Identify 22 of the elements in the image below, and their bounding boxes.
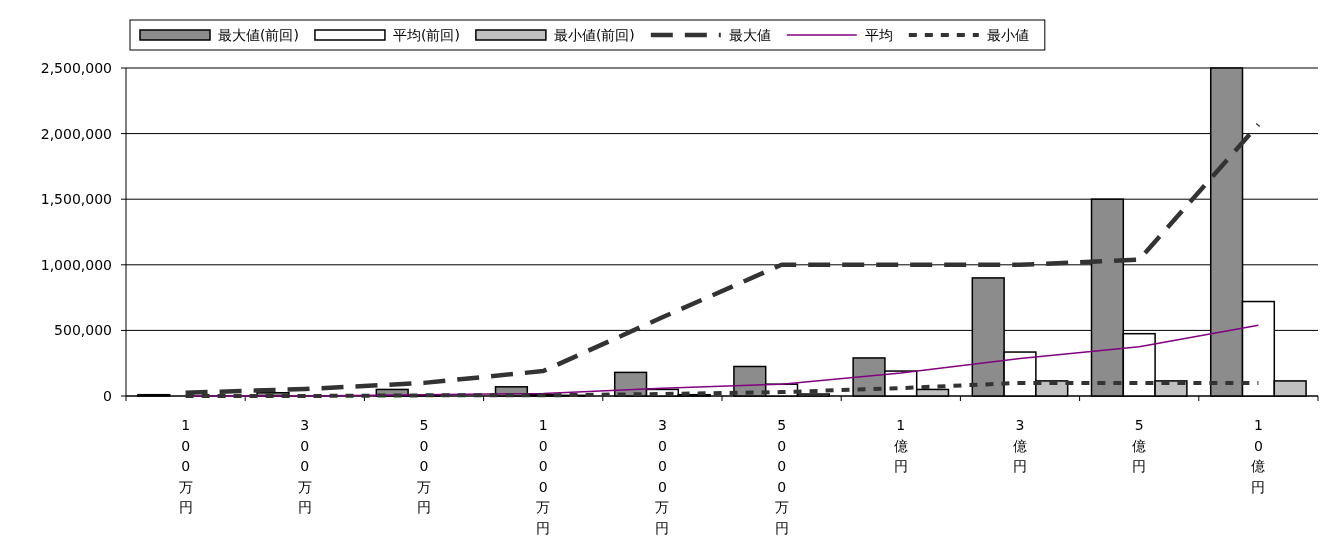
legend-label: 最小値 xyxy=(986,27,1029,43)
y-tick-label: 2,500,000 xyxy=(40,60,112,76)
x-tick-label: 100万円 xyxy=(178,417,193,515)
x-tick-label: 300万円 xyxy=(297,417,312,515)
x-tick-label: 1000万円 xyxy=(536,417,551,536)
legend-label: 平均 xyxy=(864,27,893,43)
y-tick-label: 1,000,000 xyxy=(40,256,112,273)
x-tick-label: 10億円 xyxy=(1251,417,1266,495)
legend-label: 最大値 xyxy=(728,27,771,43)
legend-label: 最大値(前回) xyxy=(218,27,299,43)
legend-label: 最小値(前回) xyxy=(553,27,635,43)
y-tick-label: 500,000 xyxy=(54,322,112,339)
y-tick-label: 2,000,000 xyxy=(40,125,112,142)
x-tick-label: 5000万円 xyxy=(774,417,789,536)
x-tick-label: 1億円 xyxy=(893,417,908,474)
y-tick-label: 1,500,000 xyxy=(40,191,112,208)
x-tick-label: 5億円 xyxy=(1132,417,1147,474)
x-tick-label: 3億円 xyxy=(1013,417,1027,474)
x-tick-label: 3000万円 xyxy=(655,417,670,536)
legend-label: 平均(前回) xyxy=(392,27,460,43)
y-tick-label: 0 xyxy=(103,388,112,404)
x-tick-label: 500万円 xyxy=(417,417,431,515)
